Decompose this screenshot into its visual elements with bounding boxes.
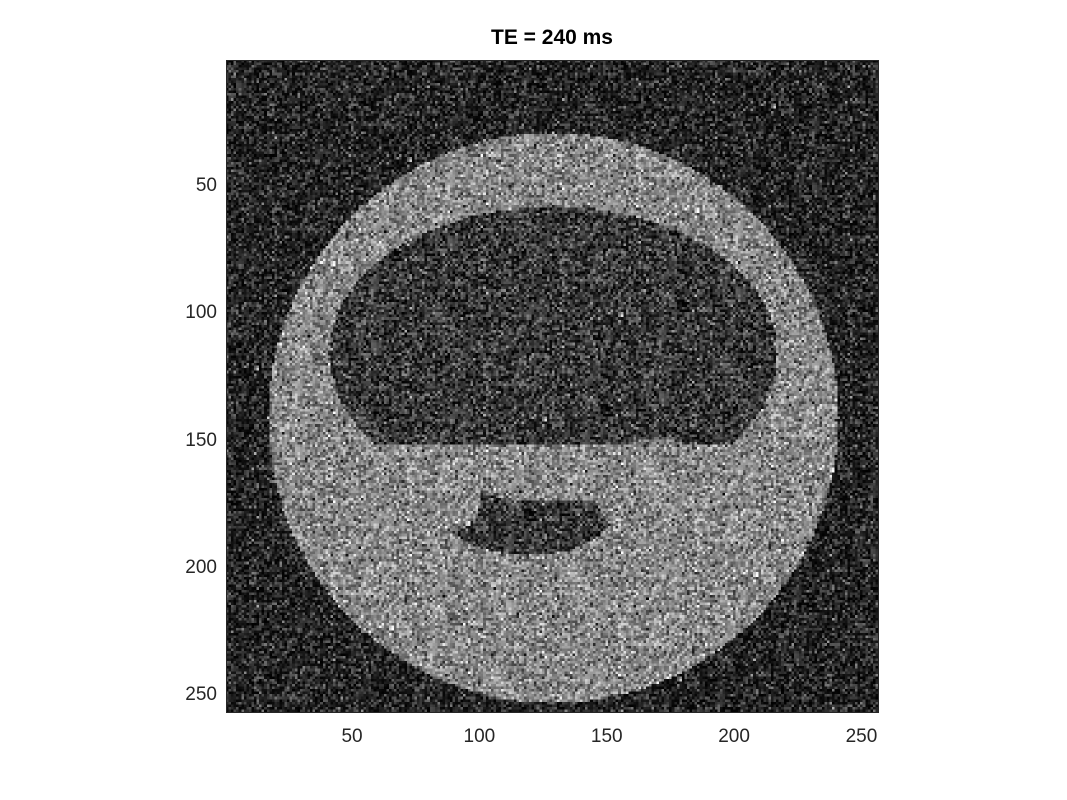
plot-title: TE = 240 ms [491, 26, 613, 49]
x-tick-label: 50 [341, 726, 363, 747]
x-tick-label: 150 [590, 726, 623, 747]
y-tick-label: 50 [195, 175, 217, 197]
x-tick-label: 250 [845, 726, 878, 747]
y-tick-label: 250 [185, 684, 217, 706]
y-tick-label: 100 [185, 302, 217, 324]
y-tick-label: 200 [185, 557, 217, 579]
mri-image [226, 60, 878, 712]
y-tick-label: 150 [185, 429, 217, 451]
x-tick-label: 100 [463, 726, 496, 747]
x-tick-label: 200 [718, 726, 750, 747]
image-axes [226, 60, 878, 712]
